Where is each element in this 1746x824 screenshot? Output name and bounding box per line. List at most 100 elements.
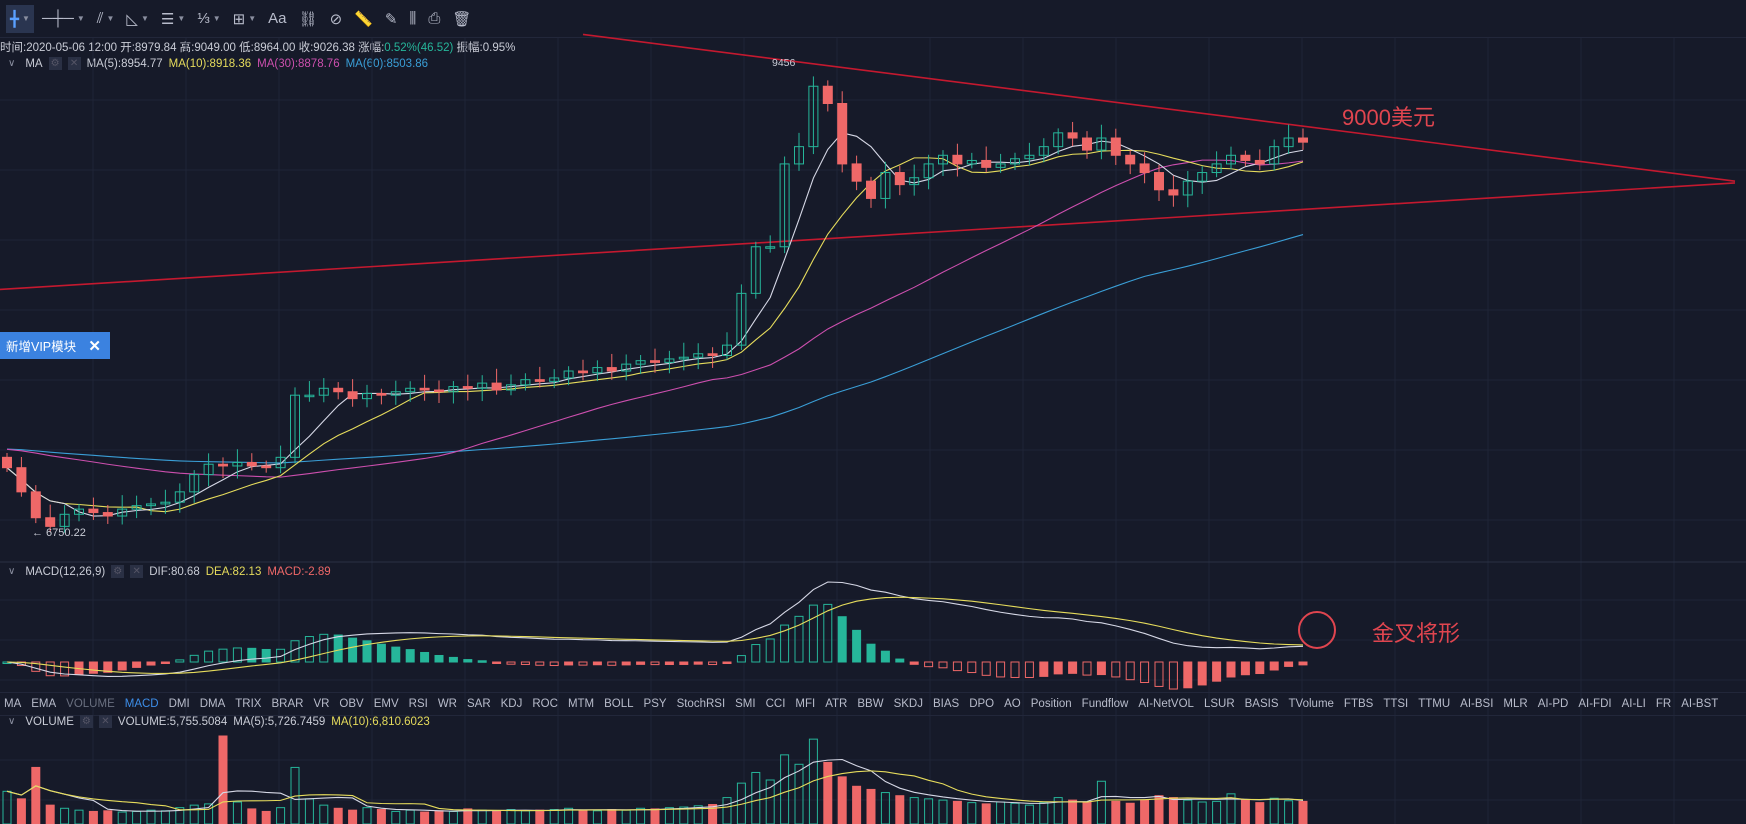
tab-psy[interactable]: PSY: [643, 698, 667, 710]
crosshair-tool-button[interactable]: ╋ ▼: [6, 4, 34, 33]
candle-body: [131, 505, 142, 510]
chevron-down-icon[interactable]: ▼: [140, 14, 149, 23]
chevron-down-icon[interactable]: ▼: [248, 14, 257, 23]
tab-mtm[interactable]: MTM: [567, 698, 595, 710]
close-icon[interactable]: ✕: [98, 715, 112, 728]
fibonacci-tool-button[interactable]: ⅓ ▼: [193, 5, 224, 33]
tab-cci[interactable]: CCI: [765, 698, 786, 710]
tab-tvolume[interactable]: TVolume: [1288, 698, 1334, 710]
tab-ai-bsi[interactable]: AI-BSI: [1460, 698, 1494, 710]
collapse-chevron-icon[interactable]: ∨: [8, 566, 16, 577]
tab-fr[interactable]: FR: [1655, 698, 1672, 710]
tab-rsi[interactable]: RSI: [408, 698, 428, 710]
tab-emv[interactable]: EMV: [373, 698, 399, 710]
macd-histogram-bar: [506, 661, 516, 665]
tab-ai-bst[interactable]: AI-BST: [1681, 698, 1719, 710]
chevron-down-icon[interactable]: ▼: [76, 14, 85, 23]
tab-ma[interactable]: MA: [4, 698, 22, 710]
tab-ftbs[interactable]: FTBS: [1343, 698, 1374, 710]
parallel-lines-tool-button[interactable]: ☰ ▼: [157, 5, 189, 33]
settings-icon[interactable]: ⚙: [48, 57, 62, 70]
chevron-down-icon[interactable]: ▼: [22, 14, 30, 23]
magnet-tool-button[interactable]: ⊘: [326, 5, 347, 33]
brush-tool-button[interactable]: ✎: [381, 5, 402, 33]
tab-kdj[interactable]: KDJ: [500, 698, 523, 710]
macd-histogram-bar: [1082, 661, 1092, 676]
tab-ai-pd[interactable]: AI-PD: [1537, 698, 1569, 710]
macd-histogram-bar: [693, 661, 703, 665]
tab-boll[interactable]: BOLL: [604, 698, 634, 710]
tab-basis[interactable]: BASIS: [1244, 698, 1279, 710]
trend-line-tool-button[interactable]: ⫽ ▼: [93, 5, 119, 33]
tab-fundflow[interactable]: Fundflow: [1081, 698, 1129, 710]
tab-bbw[interactable]: BBW: [857, 698, 884, 710]
tab-macd[interactable]: MACD: [124, 698, 159, 710]
chevron-down-icon[interactable]: ▼: [177, 14, 186, 23]
tab-dma[interactable]: DMA: [199, 698, 226, 710]
horizontal-line-tool-button[interactable]: ─┼─ ▼: [38, 5, 89, 33]
collapse-chevron-icon[interactable]: ∨: [8, 716, 16, 727]
candle-body: [1125, 154, 1136, 165]
info-low: 低:8964.00: [239, 42, 296, 54]
tab-sar[interactable]: SAR: [466, 698, 491, 710]
tab-atr[interactable]: ATR: [825, 698, 848, 710]
rectangle-tool-button[interactable]: ⊞ ▼: [229, 5, 261, 33]
settings-icon[interactable]: ⚙: [79, 715, 93, 728]
tab-trix[interactable]: TRIX: [235, 698, 262, 710]
collapse-chevron-icon[interactable]: ∨: [8, 58, 16, 69]
tab-smi[interactable]: SMI: [735, 698, 756, 710]
close-icon[interactable]: ✕: [130, 565, 144, 578]
ma10-value: MA(10):8918.36: [168, 57, 252, 70]
crosshair-icon: ╋: [10, 10, 20, 28]
candle-body: [779, 163, 790, 248]
tab-ao[interactable]: AO: [1004, 698, 1021, 710]
tab-wr[interactable]: WR: [437, 698, 457, 710]
lock-tool-button[interactable]: ⎙: [424, 5, 444, 33]
trash-tool-button[interactable]: 🗑: [448, 5, 475, 33]
volume-bar: [895, 795, 905, 824]
macd-histogram-bar: [880, 650, 890, 663]
tab-position[interactable]: Position: [1030, 698, 1072, 710]
tab-ttmu[interactable]: TTMU: [1418, 698, 1451, 710]
tab-vr[interactable]: VR: [313, 698, 330, 710]
tab-skdj[interactable]: SKDJ: [893, 698, 923, 710]
tab-brar[interactable]: BRAR: [271, 698, 304, 710]
candle-body: [563, 370, 574, 379]
macd-histogram-bar: [924, 661, 934, 668]
tab-ai-netvol[interactable]: AI-NetVOL: [1138, 698, 1194, 710]
tab-lsur[interactable]: LSUR: [1203, 698, 1235, 710]
close-icon[interactable]: ✕: [88, 337, 101, 355]
macd-histogram-bar: [722, 661, 732, 664]
pattern-tool-button[interactable]: ⛓: [295, 5, 322, 33]
tab-bias[interactable]: BIAS: [932, 698, 960, 710]
close-icon[interactable]: ✕: [67, 57, 81, 70]
candle-body: [592, 367, 603, 374]
volume-bar: [463, 808, 473, 824]
chevron-down-icon[interactable]: ▼: [106, 14, 115, 23]
tab-mlr[interactable]: MLR: [1503, 698, 1528, 710]
tab-mfi[interactable]: MFI: [795, 698, 816, 710]
tab-ema[interactable]: EMA: [31, 698, 57, 710]
tab-obv[interactable]: OBV: [339, 698, 364, 710]
tab-ttsi[interactable]: TTSI: [1383, 698, 1409, 710]
ruler-tool-button[interactable]: 📏: [350, 5, 377, 33]
vip-module-banner[interactable]: 新增VIP模块 ✕: [0, 332, 110, 359]
tab-dmi[interactable]: DMI: [168, 698, 190, 710]
candles-settings-tool-button[interactable]: ⫼: [405, 5, 420, 33]
trash-icon: 🗑: [452, 10, 472, 28]
tab-volume[interactable]: VOLUME: [66, 698, 115, 710]
tab-ai-li[interactable]: AI-LI: [1621, 698, 1646, 710]
tab-ai-fdi[interactable]: AI-FDI: [1578, 698, 1612, 710]
macd-histogram-bar: [765, 638, 775, 663]
candle-body: [1254, 159, 1265, 165]
settings-icon[interactable]: ⚙: [111, 565, 125, 578]
chevron-down-icon[interactable]: ▼: [212, 14, 221, 23]
tab-roc[interactable]: ROC: [532, 698, 558, 710]
macd-histogram-bar: [664, 661, 674, 666]
tab-stochrsi[interactable]: StochRSI: [676, 698, 726, 710]
candle-body: [88, 508, 99, 514]
tab-dpo[interactable]: DPO: [969, 698, 995, 710]
text-tool-button[interactable]: Aa: [264, 5, 290, 33]
angle-tool-button[interactable]: ◺ ▼: [122, 5, 152, 33]
